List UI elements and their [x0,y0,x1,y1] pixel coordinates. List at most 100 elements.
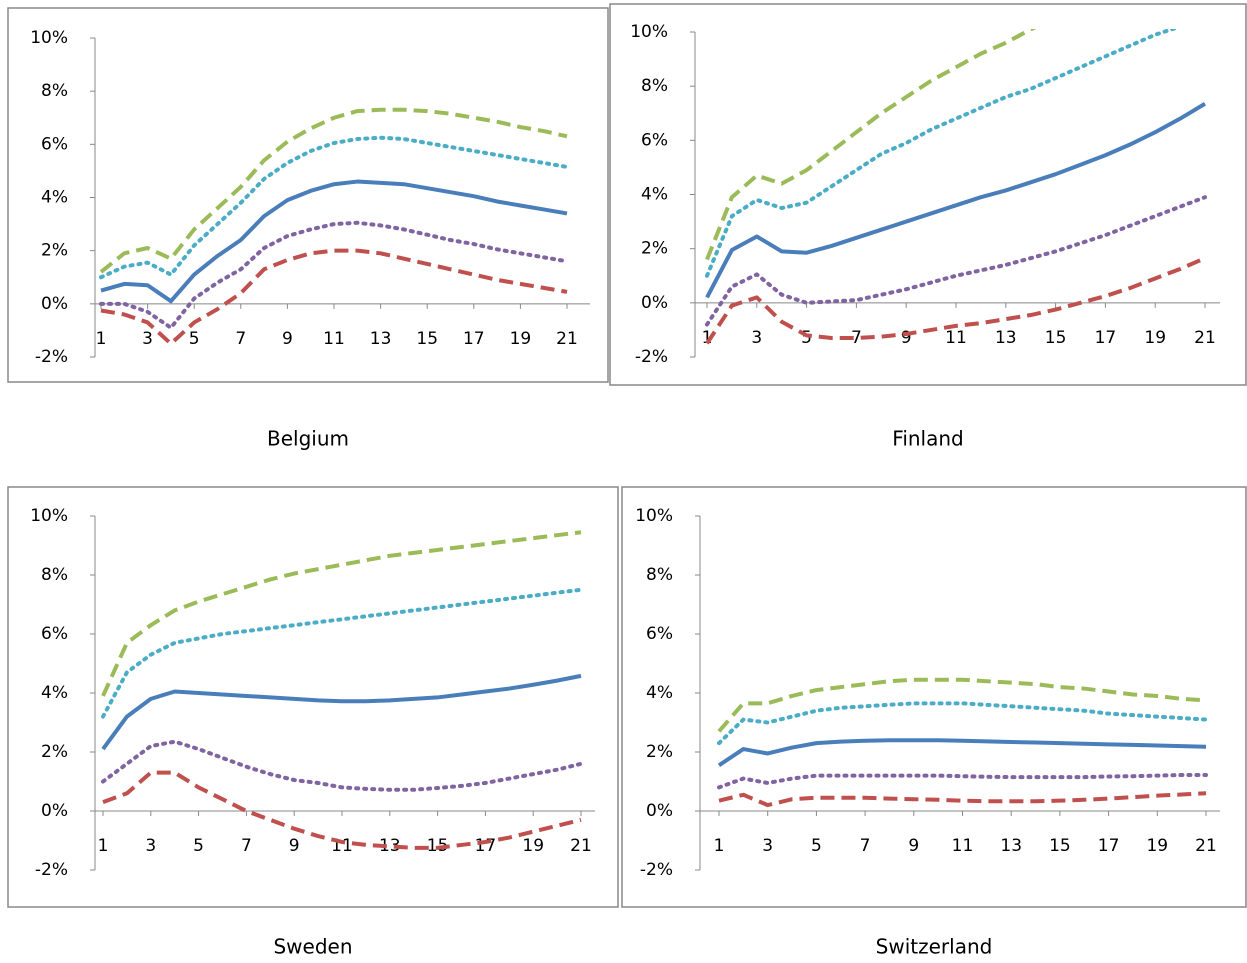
y-tick-label: 8% [641,76,668,96]
x-tick-label: 13 [995,328,1017,348]
series-line [717,773,1208,790]
x-tick-label: 19 [510,329,532,349]
x-tick-label: 7 [235,329,246,349]
series-line [705,256,1206,345]
y-tick-label: 2% [41,742,68,762]
x-tick-label: 21 [570,836,592,856]
y-tick-label: 4% [41,683,68,703]
x-tick-label: 9 [901,328,912,348]
y-tick-label: -2% [35,860,68,880]
chart-title: Finland [892,427,963,451]
x-tick-label: 13 [370,329,392,349]
x-tick-label: 21 [1195,836,1217,856]
series-line [101,530,582,697]
x-tick-label: 3 [762,836,773,856]
x-tick-label: 13 [1000,836,1022,856]
x-tick-label: 5 [189,329,200,349]
y-tick-label: 10% [30,28,68,48]
x-tick-label: 5 [193,836,204,856]
series-line [101,739,583,792]
series-line [705,29,1180,278]
y-tick-label: 4% [41,188,68,208]
x-tick-label: 1 [702,328,713,348]
x-tick-label: 19 [1144,328,1166,348]
series-line [717,701,1208,746]
chart-title: Sweden [273,935,352,959]
panel-frame [609,3,1247,386]
panel-frame [7,486,619,908]
x-tick-label: 1 [714,836,725,856]
y-tick-label: 8% [41,81,68,101]
y-tick-label: 4% [646,683,673,703]
series-line [99,107,568,274]
panel: -2%0%2%4%6%8%10%1 3 5 7 9 11 13 15 17 19 21Switzer… [621,486,1247,959]
chart-title: Switzerland [876,935,993,959]
y-tick-label: 4% [641,185,668,205]
y-tick-label: 6% [646,624,673,644]
y-tick-label: 6% [41,624,68,644]
x-tick-label: 11 [945,328,967,348]
y-tick-label: 8% [646,565,673,585]
x-tick-label: 3 [145,836,156,856]
y-tick-label: 10% [30,506,68,526]
x-tick-label: 15 [1049,836,1071,856]
chart-title: Belgium [267,427,349,451]
x-tick-label: 15 [416,329,438,349]
x-tick-label: 7 [860,836,871,856]
series-line [705,195,1207,327]
x-tick-label: 17 [475,836,497,856]
series-line [101,587,583,719]
y-tick-label: 6% [641,130,668,150]
x-tick-label: 17 [1098,836,1120,856]
x-tick-label: 9 [289,836,300,856]
y-tick-label: 2% [646,742,673,762]
x-tick-label: 15 [1045,328,1067,348]
y-tick-label: -2% [635,347,668,367]
y-tick-label: -2% [640,860,673,880]
series-line [101,673,582,751]
x-tick-label: 5 [801,328,812,348]
x-tick-label: 17 [1095,328,1117,348]
x-tick-label: 3 [142,329,153,349]
series-line [717,677,1207,733]
series-line [99,135,569,280]
y-tick-label: 0% [41,801,68,821]
y-tick-label: 2% [41,241,68,261]
x-tick-label: 11 [323,329,345,349]
panel-frame [621,486,1247,908]
x-tick-label: 11 [952,836,974,856]
series-line [100,179,568,304]
x-tick-label: 1 [96,329,107,349]
y-tick-label: 10% [630,22,668,42]
y-tick-label: 0% [646,801,673,821]
series-line [705,102,1207,299]
x-tick-label: 7 [851,328,862,348]
y-tick-label: 0% [641,293,668,313]
x-tick-label: 13 [379,836,401,856]
x-tick-label: 3 [751,328,762,348]
y-tick-label: 8% [41,565,68,585]
series-line [102,770,582,850]
series-line [100,248,568,346]
x-tick-label: 9 [282,329,293,349]
y-tick-label: -2% [35,347,68,367]
panel-frame [7,7,609,383]
series-line [717,738,1207,767]
y-tick-label: 10% [635,506,673,526]
x-tick-label: 19 [522,836,544,856]
y-tick-label: 0% [41,294,68,314]
x-tick-label: 21 [556,329,578,349]
x-tick-label: 21 [1194,328,1216,348]
x-tick-label: 7 [241,836,252,856]
x-tick-label: 19 [1146,836,1168,856]
y-tick-label: 2% [641,239,668,259]
series-line [705,29,1037,261]
x-tick-label: 9 [908,836,919,856]
x-tick-label: 17 [463,329,485,349]
series-line [99,220,569,330]
